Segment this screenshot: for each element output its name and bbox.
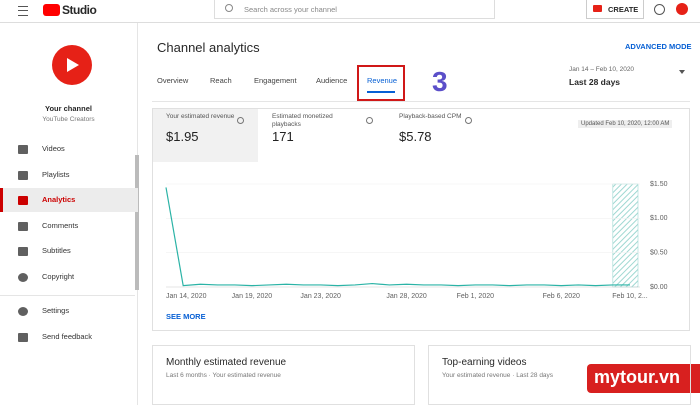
x-tick-label: Feb 10, 2...	[612, 293, 647, 300]
x-tick-label: Jan 23, 2020	[300, 293, 341, 300]
nav-item[interactable]: Playlists	[42, 169, 70, 179]
y-tick-label: $0.00	[650, 284, 668, 291]
active-tab-underline	[367, 91, 395, 93]
x-tick-label: Jan 14, 2020	[166, 293, 207, 300]
updated-badge: Updated Feb 10, 2020, 12:00 AM	[578, 120, 673, 128]
tab[interactable]: Overview	[157, 76, 189, 85]
metric-label: Estimated monetized playbacks	[272, 113, 333, 128]
nav-item[interactable]: Comments	[42, 220, 79, 230]
chart: $0.00 $0.50 $1.00 $1.50 Jan 14, 2020 Jan 19, …	[165, 181, 668, 300]
metric-label: Your estimated revenue	[166, 113, 235, 120]
tab[interactable]: Audience	[316, 76, 348, 85]
y-tick-label: $1.50	[650, 181, 668, 188]
channel-avatar[interactable]	[52, 45, 92, 85]
nav-icon	[18, 170, 28, 180]
logo-icon[interactable]	[43, 4, 60, 16]
tab-divider	[152, 101, 690, 102]
nav-icon	[18, 221, 28, 231]
nav-item[interactable]: Settings	[42, 306, 70, 315]
nav-icon	[18, 196, 28, 205]
tab[interactable]: Revenue	[367, 76, 398, 85]
x-tick-label: Jan 28, 2020	[386, 293, 427, 300]
x-tick-label: Feb 1, 2020	[457, 293, 494, 300]
search-icon	[225, 4, 233, 12]
date-range: Jan 14 – Feb 10, 2020	[569, 66, 635, 73]
page-title: Channel analytics	[157, 40, 260, 55]
nav-item[interactable]: Videos	[42, 144, 65, 153]
card-subtitle: Last 6 months · Your estimated revenue	[166, 372, 281, 379]
dropdown-arrow[interactable]	[679, 70, 685, 74]
nav-item[interactable]: Subtitles	[42, 246, 71, 255]
x-tick-label: Feb 6, 2020	[543, 293, 580, 300]
search-box[interactable]	[214, 0, 495, 19]
nav-icon	[18, 247, 28, 256]
nav-item[interactable]: Analytics	[42, 195, 76, 204]
period[interactable]: Last 28 days	[569, 77, 621, 87]
header	[0, 0, 700, 23]
nav-icon	[18, 307, 28, 316]
nav-icon	[18, 145, 28, 154]
y-tick-label: $0.50	[650, 250, 668, 257]
metric-label: Playback-based CPM	[399, 113, 462, 120]
see-more[interactable]: SEE MORE	[166, 312, 206, 321]
x-tick-label: Jan 19, 2020	[232, 293, 273, 300]
card-title: Top-earning videos	[442, 357, 527, 368]
annotation: 3	[432, 66, 448, 97]
search-placeholder[interactable]: Search across your channel	[244, 5, 337, 14]
watermark: mytour.vn	[594, 367, 681, 387]
tab[interactable]: Reach	[210, 76, 232, 85]
metric-value: $5.78	[399, 129, 432, 144]
create-label[interactable]: CREATE	[608, 5, 639, 14]
metric-value: 171	[272, 129, 294, 144]
metric-info	[465, 117, 472, 124]
metric-info	[237, 117, 244, 124]
metric-info	[366, 117, 373, 124]
tab[interactable]: Engagement	[254, 76, 297, 85]
scrollbar	[135, 155, 139, 290]
revenue-line	[165, 187, 630, 287]
channel-name: Your channel	[45, 104, 92, 113]
chart-card	[152, 108, 690, 331]
create-icon	[593, 5, 602, 12]
card-title: Monthly estimated revenue	[166, 357, 287, 368]
logo[interactable]: Studio	[62, 3, 97, 17]
nav-icon	[18, 272, 28, 282]
partial-period	[612, 183, 639, 288]
nav-item[interactable]: Copyright	[42, 271, 75, 281]
channel-subtitle: YouTube Creators	[42, 116, 95, 123]
nav-item[interactable]: Send feedback	[42, 332, 93, 341]
watermark-bg	[587, 364, 700, 393]
help-icon[interactable]	[654, 4, 665, 15]
advanced-mode[interactable]: ADVANCED MODE	[625, 42, 692, 51]
avatar-small[interactable]	[676, 3, 688, 15]
y-tick-label: $1.00	[650, 215, 668, 222]
menu-icon[interactable]	[18, 6, 28, 16]
create-button[interactable]	[586, 0, 644, 19]
metric-value: $1.95	[166, 129, 199, 144]
nav-icon	[18, 333, 28, 342]
highlight-box	[357, 65, 405, 101]
card-subtitle: Your estimated revenue · Last 28 days	[442, 372, 554, 379]
sidebar-separator	[0, 295, 135, 296]
